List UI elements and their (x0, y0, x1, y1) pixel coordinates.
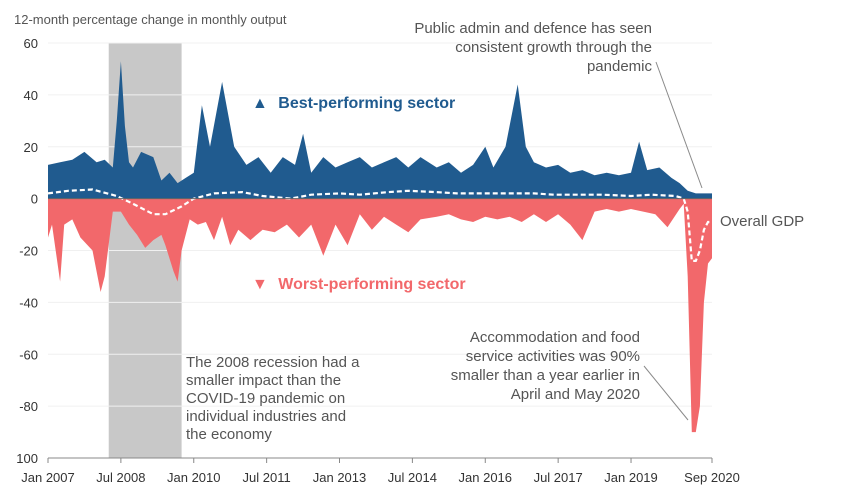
annotation-line: smaller impact than the (186, 372, 341, 389)
annotation-leader-line (655, 61, 703, 189)
annotation-line: consistent growth through the (455, 39, 652, 56)
legend-worst-sector: ▼ Worst-performing sector (252, 276, 466, 293)
x-tick-label: Jan 2013 (313, 470, 367, 485)
y-tick-label: -20 (19, 244, 38, 259)
y-tick-label: 0 (31, 192, 38, 207)
annotation-public-admin: Public admin and defence has seen consis… (414, 20, 703, 189)
annotation-line: Accommodation and food (470, 329, 640, 346)
annotation-recession: The 2008 recession had a smaller impact … (186, 354, 360, 443)
y-tick-label: 100 (16, 451, 38, 466)
triangle-down-icon: ▼ (252, 276, 268, 293)
annotation-line: individual industries and (186, 408, 346, 425)
y-tick-label: -60 (19, 347, 38, 362)
annotation-line: smaller than a year earlier in (451, 367, 640, 384)
annotation-line: COVID-19 pandemic on (186, 390, 345, 407)
x-tick-label: Jan 2019 (604, 470, 658, 485)
annotation-line: April and May 2020 (511, 386, 640, 403)
legend-best-sector: ▲ Best-performing sector (252, 95, 455, 112)
annotation-line: Public admin and defence has seen (414, 20, 652, 37)
x-tick-label: Jul 2011 (243, 470, 291, 485)
annotation-line: pandemic (587, 58, 653, 75)
y-tick-label: -40 (19, 295, 38, 310)
annotation-accommodation: Accommodation and food service activitie… (451, 329, 689, 421)
legend-best-label: Best-performing sector (278, 95, 455, 112)
y-tick-label: 60 (24, 36, 38, 51)
best-sector-area (48, 61, 712, 199)
annotation-line: the economy (186, 426, 272, 443)
y-axis-label: 12-month percentage change in monthly ou… (14, 12, 287, 27)
annotation-leader-line (643, 365, 689, 421)
x-tick-label: Jul 2008 (96, 470, 145, 485)
y-tick-label: 20 (24, 140, 38, 155)
overall-gdp-label: Overall GDP (720, 213, 804, 230)
triangle-up-icon: ▲ (252, 95, 268, 112)
x-tick-label: Sep 2020 (684, 470, 740, 485)
annotation-line: service activities was 90% (466, 348, 640, 365)
legend-worst-label: Worst-performing sector (278, 276, 465, 293)
x-tick-label: Jul 2014 (388, 470, 437, 485)
x-tick-label: Jan 2010 (167, 470, 221, 485)
x-tick-label: Jul 2017 (534, 470, 583, 485)
x-axis-ticks: Jan 2007 Jul 2008 Jan 2010 Jul 2011 Jan 2013… (21, 457, 740, 485)
y-tick-label: 40 (24, 88, 38, 103)
overall-gdp-line (47, 188, 712, 262)
x-tick-label: Jan 2016 (459, 470, 513, 485)
y-tick-label: -80 (19, 399, 38, 414)
annotation-line: The 2008 recession had a (186, 354, 360, 371)
x-tick-label: Jan 2007 (21, 470, 75, 485)
y-axis-ticks: 60 40 20 0 -20 -40 -60 -80 100 (16, 36, 38, 466)
